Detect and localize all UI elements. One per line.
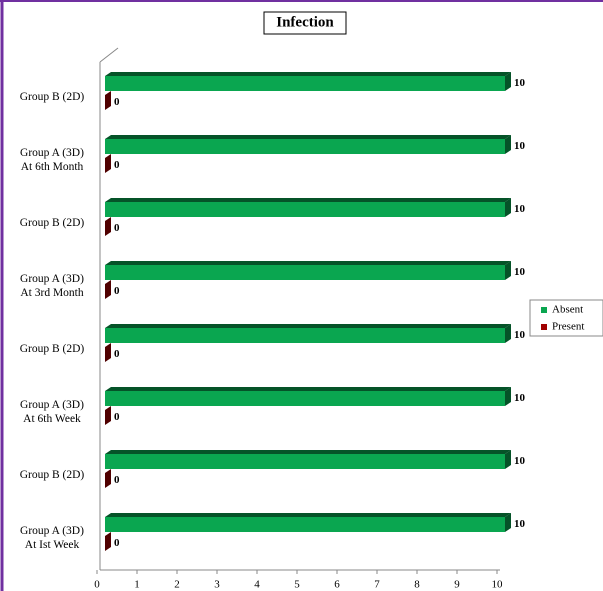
bar-face bbox=[505, 198, 511, 217]
value-label: 10 bbox=[514, 392, 526, 404]
value-label: 0 bbox=[114, 285, 120, 297]
bar-face bbox=[105, 280, 111, 299]
legend-label: Absent bbox=[552, 304, 583, 316]
value-label: 0 bbox=[114, 159, 120, 171]
y-tick-label: Group B (2D) bbox=[19, 91, 85, 103]
bar bbox=[105, 154, 111, 173]
y-tick-label: Group A (3D) At 3rd Month bbox=[20, 273, 84, 299]
bar-face bbox=[105, 450, 511, 454]
bar bbox=[105, 280, 111, 299]
bar bbox=[105, 513, 511, 532]
bar-face bbox=[105, 517, 505, 532]
x-tick-label: 4 bbox=[254, 579, 260, 591]
bar bbox=[105, 72, 511, 91]
legend bbox=[529, 299, 603, 337]
y-tick-label: Group A (3D) At Ist Week bbox=[20, 525, 84, 551]
title-box bbox=[263, 11, 347, 35]
bar-face bbox=[105, 391, 505, 406]
bar bbox=[105, 91, 111, 110]
bar-face bbox=[505, 135, 511, 154]
value-label: 10 bbox=[514, 455, 526, 467]
x-tick-label: 5 bbox=[294, 579, 300, 591]
y-tick-label: Group B (2D) bbox=[19, 343, 85, 355]
value-label: 0 bbox=[114, 222, 120, 234]
value-label: 0 bbox=[114, 537, 120, 549]
value-label: 10 bbox=[514, 140, 526, 152]
x-tick-label: 8 bbox=[414, 579, 420, 591]
value-label: 0 bbox=[114, 96, 120, 108]
bar-face bbox=[105, 91, 111, 110]
x-tick-label: 9 bbox=[454, 579, 460, 591]
bar bbox=[105, 532, 111, 551]
x-tick-label: 0 bbox=[94, 579, 100, 591]
bar-face bbox=[105, 343, 111, 362]
bar-face bbox=[105, 406, 111, 425]
bar bbox=[105, 135, 511, 154]
bar bbox=[105, 450, 511, 469]
bar bbox=[105, 387, 511, 406]
value-label: 0 bbox=[114, 411, 120, 423]
y-tick-label: Group A (3D) At 6th Month bbox=[20, 147, 84, 173]
bar bbox=[105, 469, 111, 488]
bar-face bbox=[105, 532, 111, 551]
x-tick-label: 6 bbox=[334, 579, 340, 591]
bar-face bbox=[105, 154, 111, 173]
bar-face bbox=[505, 513, 511, 532]
value-label: 0 bbox=[114, 474, 120, 486]
bar-face bbox=[105, 513, 511, 517]
bar bbox=[105, 217, 111, 236]
bar-face bbox=[105, 324, 511, 328]
bar-face bbox=[105, 328, 505, 343]
bar-face bbox=[105, 139, 505, 154]
x-tick-label: 2 bbox=[174, 579, 180, 591]
bar-face bbox=[105, 387, 511, 391]
bar-face bbox=[105, 135, 511, 139]
bar-face bbox=[505, 387, 511, 406]
x-tick-label: 7 bbox=[374, 579, 380, 591]
bar bbox=[105, 261, 511, 280]
y-tick-label: Group A (3D) At 6th Week bbox=[20, 399, 84, 425]
y-tick-label: Group B (2D) bbox=[19, 217, 85, 229]
chart-title: Infection bbox=[276, 14, 334, 30]
value-label: 10 bbox=[514, 329, 526, 341]
bar-face bbox=[505, 261, 511, 280]
bar-face bbox=[105, 76, 505, 91]
bar-face bbox=[105, 202, 505, 217]
x-tick-label: 1 bbox=[134, 579, 140, 591]
bar-face bbox=[505, 450, 511, 469]
bar-face bbox=[105, 217, 111, 236]
value-label: 10 bbox=[514, 77, 526, 89]
bar-face bbox=[505, 72, 511, 91]
bar-face bbox=[105, 72, 511, 76]
bar-face bbox=[105, 454, 505, 469]
value-label: 10 bbox=[514, 266, 526, 278]
bar-face bbox=[105, 469, 111, 488]
bar bbox=[105, 324, 511, 343]
value-label: 0 bbox=[114, 348, 120, 360]
bar bbox=[105, 343, 111, 362]
axis bbox=[99, 47, 119, 63]
value-label: 10 bbox=[514, 203, 526, 215]
bar-face bbox=[105, 261, 511, 265]
legend-label: Present bbox=[552, 321, 584, 333]
legend-swatch bbox=[541, 324, 547, 330]
bar-face bbox=[105, 265, 505, 280]
bar bbox=[105, 406, 111, 425]
x-tick-label: 10 bbox=[492, 579, 504, 591]
bar-face bbox=[505, 324, 511, 343]
bar-face bbox=[105, 198, 511, 202]
x-tick-label: 3 bbox=[214, 579, 220, 591]
y-tick-label: Group B (2D) bbox=[19, 469, 85, 481]
bar bbox=[105, 198, 511, 217]
value-label: 10 bbox=[514, 518, 526, 530]
legend-swatch bbox=[541, 307, 547, 313]
